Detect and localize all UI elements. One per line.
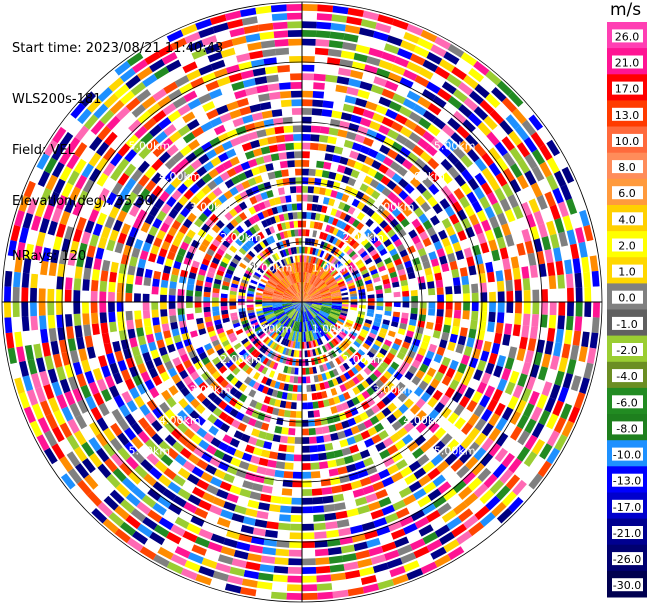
colorbar-tick-bg <box>612 499 643 513</box>
range-ring-label: 1.00km <box>312 323 354 336</box>
colorbar-tick-label: -1.0 <box>616 318 637 331</box>
colorbar-tick-bg <box>612 578 643 592</box>
colorbar-tick-bg <box>612 55 643 69</box>
colorbar-tick-bg <box>612 160 643 174</box>
range-ring-label: 4.00km <box>403 170 445 183</box>
start-time-label: Start time: 2023/08/21 11:40:43 <box>12 41 224 56</box>
colorbar-tick-label: -8.0 <box>616 422 637 435</box>
colorbar-tick-bg <box>612 473 643 487</box>
range-ring-label: 5.00km <box>434 139 476 152</box>
range-ring-label: 3.00km <box>190 384 232 397</box>
colorbar-tick-bg <box>612 107 643 121</box>
colorbar-tick-bg <box>612 81 643 95</box>
colorbar-tick-label: 1.0 <box>618 266 636 279</box>
colorbar-tick-label: -26.0 <box>613 553 641 566</box>
colorbar-tick-label: -13.0 <box>613 475 641 488</box>
colorbar-tick-bg <box>612 526 643 539</box>
colorbar-tick-label: 0.0 <box>618 292 636 305</box>
range-ring-label: 2.00km <box>342 231 384 244</box>
range-ring-label: 4.00km <box>159 414 201 427</box>
colorbar-tick-bg <box>612 369 643 383</box>
colorbar-unit-label: m/s <box>610 0 642 20</box>
field-label: Field: VEL <box>12 143 75 158</box>
colorbar-tick-bg <box>612 447 643 461</box>
range-ring-label: 3.00km <box>373 200 415 213</box>
colorbar-tick-bg <box>612 395 643 409</box>
colorbar-tick-label: 6.0 <box>618 187 636 200</box>
colorbar-tick-bg <box>612 186 643 200</box>
colorbar-tick-label: 4.0 <box>618 213 636 226</box>
range-ring-label: 3.00km <box>373 384 415 397</box>
colorbar-tick-bg <box>612 133 643 147</box>
instrument-label: WLS200s-181 <box>12 92 102 107</box>
range-ring-label: 1.00km <box>251 262 293 275</box>
colorbar-tick-label: 2.0 <box>618 240 636 253</box>
elevation-label: Elevation(deg): 35.30 <box>12 194 153 209</box>
scan-info-panel: Start time: 2023/08/21 11:40:43 WLS200s-… <box>12 6 223 282</box>
colorbar-tick-label: -6.0 <box>616 396 637 409</box>
colorbar-tick-bg <box>612 343 643 356</box>
colorbar-tick-label: 17.0 <box>615 83 640 96</box>
colorbar-tick-label: -10.0 <box>613 449 641 462</box>
colorbar-tick-label: -30.0 <box>613 579 641 592</box>
colorbar-tick-bg <box>612 316 643 330</box>
range-ring-label: 2.00km <box>342 353 384 366</box>
range-ring-label: 2.00km <box>220 231 262 244</box>
colorbar-tick-label: -4.0 <box>616 370 637 383</box>
range-ring-label: 4.00km <box>159 170 201 183</box>
colorbar-tick-bg <box>612 552 643 566</box>
range-ring-label: 4.00km <box>403 414 445 427</box>
colorbar-tick-label: 10.0 <box>615 135 640 148</box>
nrays-label: NRays: 120 <box>12 249 87 264</box>
range-ring-label: 5.00km <box>129 139 171 152</box>
colorbar-tick-bg <box>612 238 643 252</box>
range-ring-label: 5.00km <box>434 445 476 458</box>
colorbar-tick-label: 26.0 <box>615 30 640 43</box>
colorbar-tick-bg <box>612 264 643 278</box>
colorbar-tick-label: 13.0 <box>615 109 640 122</box>
range-ring-label: 1.00km <box>251 323 293 336</box>
range-ring-label: 3.00km <box>190 200 232 213</box>
colorbar-tick-bg <box>612 421 643 435</box>
colorbar-tick-bg <box>612 212 643 226</box>
range-ring-label: 5.00km <box>129 445 171 458</box>
colorbar-tick-bg <box>612 29 643 43</box>
range-ring-label: 1.00km <box>312 262 354 275</box>
colorbar-tick-label: 8.0 <box>618 161 636 174</box>
colorbar-tick-label: -21.0 <box>613 527 641 540</box>
colorbar-tick-label: -2.0 <box>616 344 637 357</box>
colorbar-tick-label: 21.0 <box>615 57 640 70</box>
colorbar-tick-label: -17.0 <box>613 501 641 514</box>
range-ring-label: 2.00km <box>220 353 262 366</box>
ppi-core <box>262 262 342 342</box>
colorbar-tick-bg <box>612 290 643 304</box>
